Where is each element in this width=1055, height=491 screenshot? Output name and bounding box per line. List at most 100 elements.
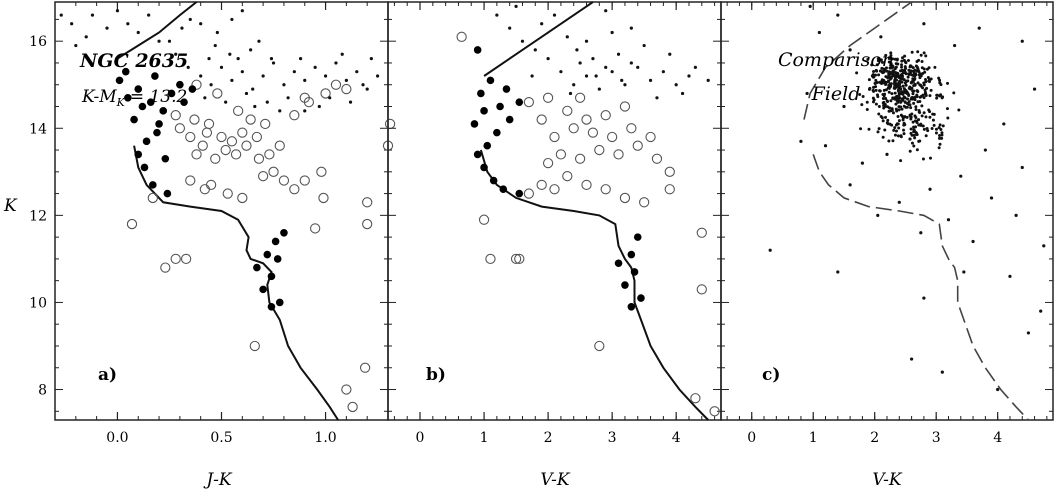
- star-dot: [909, 131, 913, 135]
- star-filled-circle: [505, 115, 514, 124]
- star-dot: [915, 119, 919, 123]
- star-filled-circle: [480, 163, 488, 172]
- star-dot: [1008, 274, 1012, 278]
- star-dot: [328, 96, 332, 100]
- star-filled-circle: [633, 233, 642, 241]
- isochrone-curve: [479, 149, 709, 421]
- star-open-circle: [318, 192, 329, 204]
- star-dot: [959, 174, 963, 178]
- star-filled-circle: [151, 72, 159, 80]
- isochrone-curve: [116, 1, 198, 60]
- star-dot: [922, 111, 926, 115]
- star-open-circle: [362, 197, 373, 208]
- star-dot: [922, 127, 926, 131]
- star-dot: [872, 75, 876, 79]
- star-dot: [228, 52, 232, 56]
- star-open-circle: [241, 140, 252, 151]
- star-dot: [365, 87, 369, 91]
- panel-b-ticks: [388, 2, 721, 420]
- star-dot: [895, 78, 899, 82]
- star-dot: [893, 126, 897, 130]
- star-dot: [257, 39, 261, 43]
- star-dot: [533, 48, 537, 52]
- star-dot: [661, 70, 665, 74]
- star-dot: [880, 60, 884, 64]
- star-dot: [540, 22, 544, 26]
- star-open-circle: [626, 123, 637, 134]
- star-open-circle: [205, 179, 217, 191]
- panel-c: 0 1 2 3 4 Comparison Field c) V-K: [720, 1, 1054, 490]
- star-dot: [894, 62, 898, 66]
- star-dot: [203, 96, 207, 100]
- star-filled-circle: [489, 176, 498, 185]
- star-open-circle: [126, 218, 138, 230]
- star-dot: [916, 81, 920, 85]
- star-dot: [265, 100, 269, 104]
- star-dot: [209, 83, 213, 87]
- star-dot: [879, 58, 883, 62]
- panel-a-marks: [59, 9, 396, 413]
- star-filled-circle: [130, 115, 138, 124]
- star-dot: [836, 270, 840, 274]
- panel-a-subtitle-main: K-M: [81, 87, 117, 107]
- star-dot: [922, 22, 926, 26]
- star-filled-circle: [502, 85, 511, 93]
- star-dot: [897, 105, 901, 109]
- star-filled-circle: [140, 163, 149, 172]
- star-dot: [799, 139, 803, 143]
- star-open-circle: [212, 88, 223, 99]
- star-dot: [913, 98, 917, 102]
- star-dot: [884, 115, 888, 119]
- star-dot: [911, 92, 915, 96]
- star-dot: [317, 104, 321, 109]
- x-tick-label: 0.5: [210, 430, 232, 446]
- star-dot: [891, 65, 895, 69]
- star-dot: [962, 270, 966, 274]
- star-dot: [591, 57, 595, 61]
- star-dot: [889, 99, 893, 103]
- star-dot: [894, 102, 898, 106]
- star-dot: [604, 65, 608, 69]
- star-dot: [616, 52, 621, 56]
- star-dot: [902, 104, 906, 108]
- star-filled-circle: [473, 150, 482, 159]
- star-dot: [939, 127, 943, 131]
- star-dot: [180, 26, 184, 30]
- star-dot: [902, 132, 906, 136]
- star-dot: [906, 58, 910, 62]
- star-dot: [902, 58, 906, 62]
- star-dot: [520, 39, 525, 43]
- star-dot: [971, 239, 975, 244]
- star-dot: [1020, 39, 1024, 43]
- star-dot: [875, 93, 879, 97]
- star-dot: [271, 61, 276, 65]
- star-dot: [880, 116, 884, 120]
- star-dot: [945, 107, 949, 111]
- star-filled-circle: [470, 120, 479, 128]
- star-filled-circle: [142, 137, 151, 146]
- star-dot: [893, 76, 897, 80]
- star-open-circle: [562, 105, 573, 117]
- star-filled-circle: [259, 285, 267, 294]
- star-open-circle: [696, 284, 707, 295]
- star-dot: [552, 13, 557, 17]
- star-open-circle: [478, 214, 490, 225]
- star-dot: [240, 70, 244, 74]
- star-dot: [921, 93, 925, 97]
- star-dot: [313, 65, 317, 69]
- star-dot: [623, 83, 627, 87]
- star-dot: [922, 296, 926, 300]
- star-open-circle: [562, 171, 573, 182]
- star-open-circle: [174, 123, 186, 134]
- star-open-circle: [268, 166, 279, 177]
- star-dot: [879, 35, 883, 39]
- star-dot: [269, 57, 274, 61]
- panel-a-subtitle-sub: K: [116, 96, 126, 109]
- star-dot: [900, 65, 904, 69]
- star-dot: [911, 120, 915, 124]
- star-dot: [893, 91, 897, 95]
- star-filled-circle: [155, 120, 163, 128]
- star-dot: [940, 370, 944, 374]
- star-dot: [115, 9, 120, 13]
